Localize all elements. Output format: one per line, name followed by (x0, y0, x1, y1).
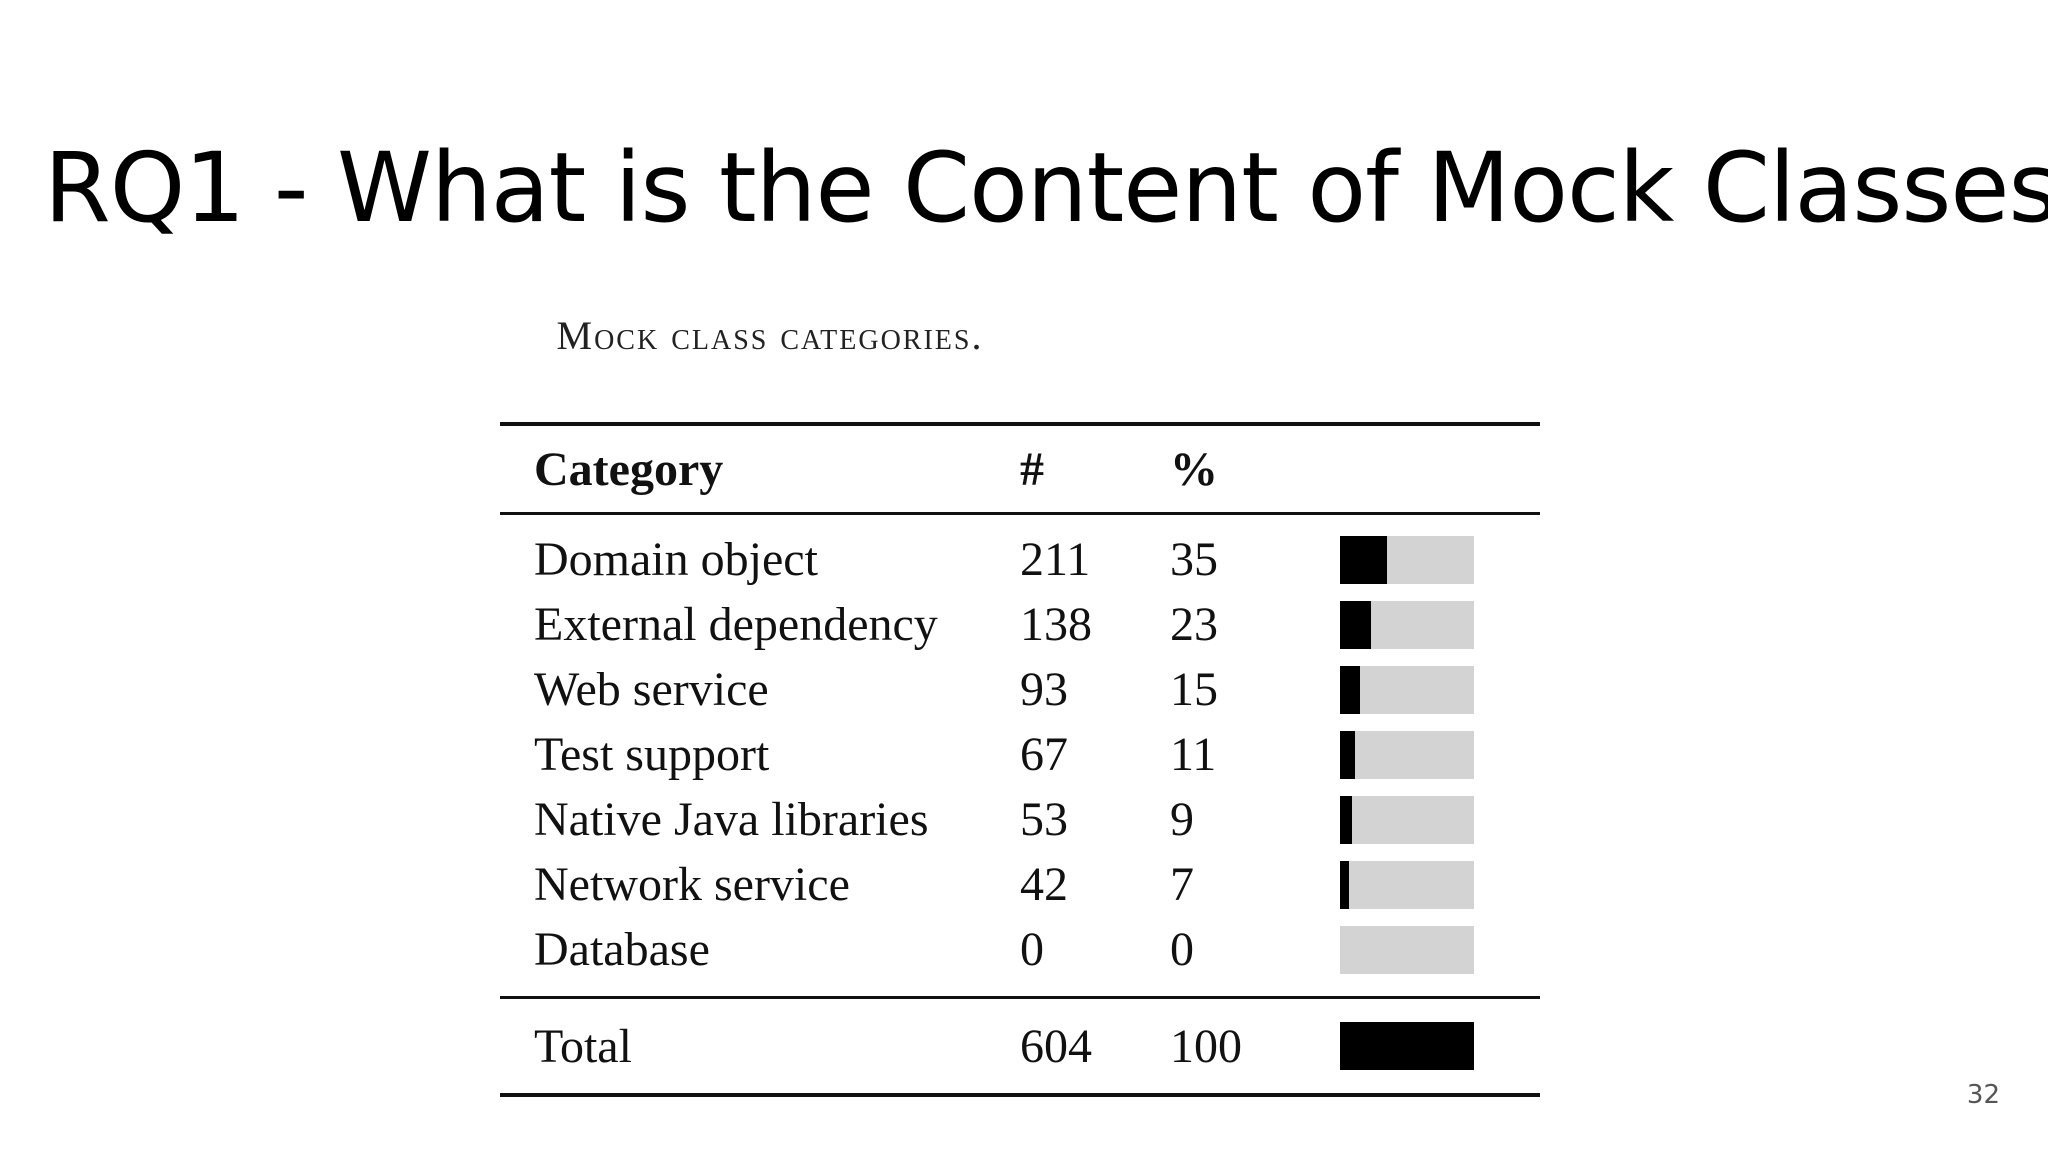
header-count: # (1020, 442, 1044, 496)
row-bar-track (1340, 795, 1474, 844)
header-percent: % (1170, 442, 1218, 496)
table-row: Test support 67 11 (500, 722, 1540, 787)
table-top-rule (500, 422, 1540, 426)
row-bar-track (1340, 535, 1474, 584)
row-category: External dependency (534, 598, 938, 651)
total-percent: 100 (1170, 1019, 1242, 1073)
row-bar-track (1340, 860, 1474, 909)
table-caption: Mock class categories. (556, 313, 984, 358)
row-bar-fill (1340, 600, 1371, 649)
table-row: Database 0 0 (500, 917, 1540, 982)
row-bar-fill (1340, 795, 1353, 844)
row-category: Test support (534, 728, 770, 781)
row-bar-fill (1340, 535, 1387, 584)
table-row: External dependency 138 23 (500, 592, 1540, 657)
row-count: 93 (1020, 663, 1068, 716)
row-percent: 35 (1170, 533, 1218, 586)
table-total-rule (500, 996, 1540, 999)
row-bar-track (1340, 600, 1474, 649)
mock-class-categories-table: Category # % Domain object 211 35 External … (500, 422, 1540, 1097)
table-row: Native Java libraries 53 9 (500, 787, 1540, 852)
total-bar-fill (1340, 1022, 1474, 1070)
row-count: 0 (1020, 923, 1044, 976)
table-bottom-rule (500, 1093, 1540, 1097)
row-category: Database (534, 923, 710, 976)
table-body: Domain object 211 35 External dependency 138… (500, 527, 1540, 982)
row-bar-fill (1340, 860, 1350, 909)
row-count: 67 (1020, 728, 1068, 781)
row-percent: 15 (1170, 663, 1218, 716)
row-count: 53 (1020, 793, 1068, 846)
row-bar-track (1340, 665, 1474, 714)
page-number: 32 (1966, 1080, 2000, 1110)
table-header-row: Category # % (500, 426, 1540, 512)
row-category: Domain object (534, 533, 818, 586)
total-count: 604 (1020, 1019, 1092, 1073)
row-category: Network service (534, 858, 850, 911)
total-bar-track (1340, 1022, 1474, 1070)
row-count: 138 (1020, 598, 1092, 651)
row-bar-fill (1340, 665, 1361, 714)
row-bar-track (1340, 730, 1474, 779)
row-percent: 11 (1170, 728, 1217, 781)
row-percent: 0 (1170, 923, 1194, 976)
row-percent: 7 (1170, 858, 1194, 911)
table-header-rule (500, 512, 1540, 515)
table-row: Web service 93 15 (500, 657, 1540, 722)
slide-title: RQ1 - What is the Content of Mock Classe… (44, 132, 2048, 244)
table-row: Network service 42 7 (500, 852, 1540, 917)
row-percent: 9 (1170, 793, 1194, 846)
table-row: Domain object 211 35 (500, 527, 1540, 592)
row-percent: 23 (1170, 598, 1218, 651)
row-count: 42 (1020, 858, 1068, 911)
row-bar-fill (1340, 730, 1355, 779)
row-count: 211 (1020, 533, 1091, 586)
row-category: Native Java libraries (534, 793, 929, 846)
header-category: Category (534, 442, 724, 496)
table-total-row: Total 604 100 (500, 999, 1540, 1093)
row-bar-track (1340, 925, 1474, 974)
row-category: Web service (534, 663, 769, 716)
total-category: Total (534, 1019, 632, 1073)
